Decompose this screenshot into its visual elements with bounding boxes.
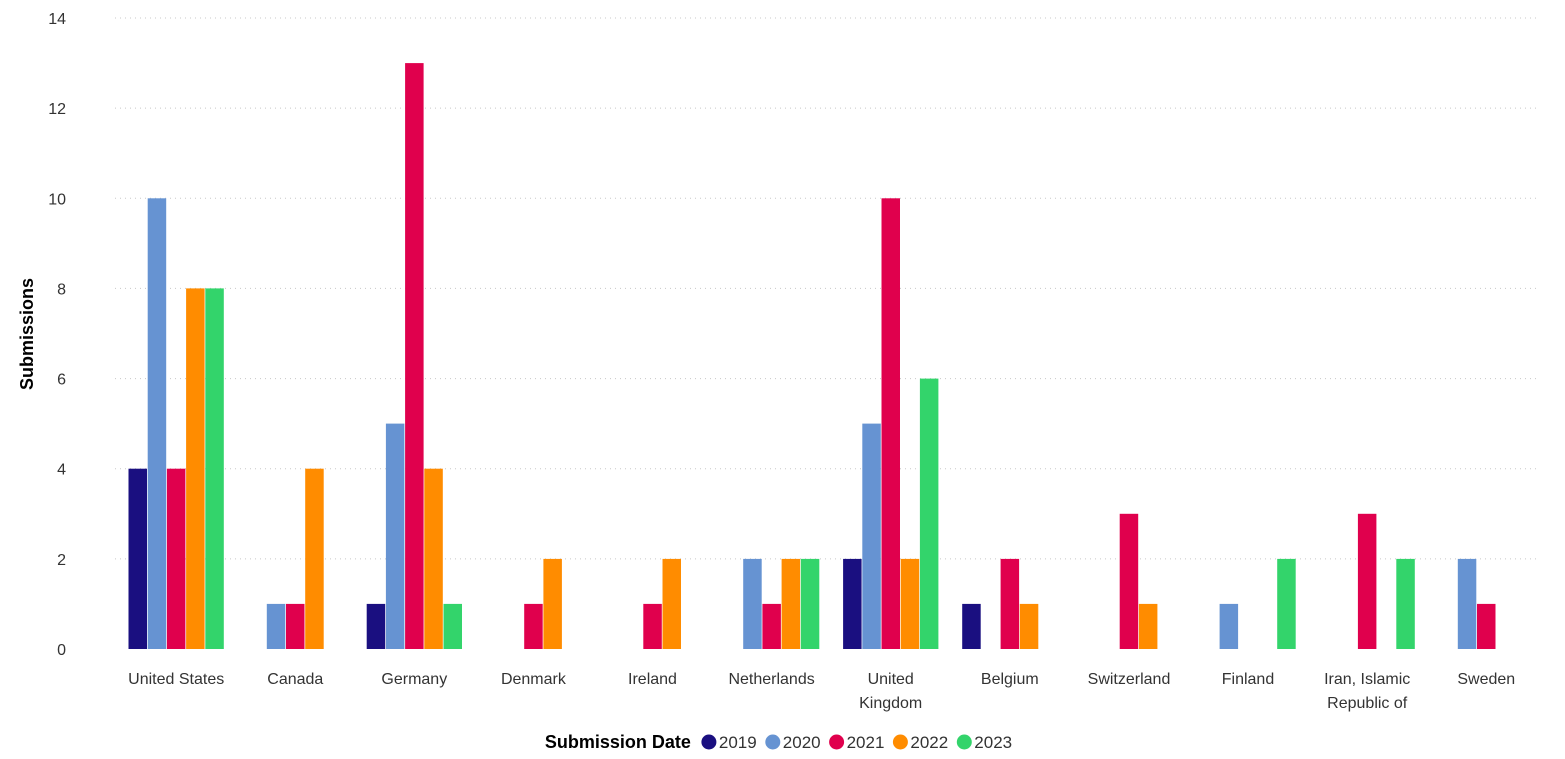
bar-2022[interactable] (424, 468, 443, 649)
x-category-label: United States (128, 671, 224, 688)
y-tick-label: 8 (57, 281, 66, 298)
x-category-label: Belgium (981, 671, 1039, 688)
legend-label-2023: 2023 (974, 733, 1012, 752)
bar-2021[interactable] (1477, 603, 1496, 649)
bar-2019[interactable] (128, 468, 148, 649)
bar-2021[interactable] (166, 468, 186, 649)
legend-label-2019: 2019 (719, 733, 757, 752)
bar-2022[interactable] (900, 558, 920, 649)
bar-2021[interactable] (643, 603, 662, 649)
bar-2023[interactable] (443, 603, 463, 649)
bar-2023[interactable] (205, 288, 224, 649)
bar-2021[interactable] (762, 603, 781, 649)
y-tick-label: 14 (48, 11, 66, 28)
y-axis-title: Submissions (17, 278, 37, 390)
x-category-label: Finland (1222, 671, 1274, 688)
y-tick-label: 2 (57, 552, 66, 569)
bar-2023[interactable] (1277, 558, 1296, 649)
bar-2023[interactable] (919, 378, 939, 649)
y-tick-label: 6 (57, 372, 66, 389)
x-axis-labels: United States Canada Germany Denmark Ireland… (128, 671, 1515, 712)
bars (128, 63, 1496, 650)
legend-swatch-2021[interactable] (829, 734, 845, 750)
x-category-label: Ireland (628, 671, 677, 688)
bar-2023[interactable] (1396, 558, 1415, 649)
bar-2021[interactable] (881, 198, 901, 650)
bar-2021[interactable] (1357, 513, 1377, 649)
legend-title: Submission Date (545, 732, 691, 752)
bar-2020[interactable] (743, 558, 762, 649)
bar-2020[interactable] (266, 603, 286, 649)
y-tick-label: 4 (57, 462, 66, 479)
y-axis-ticks: 0 2 4 6 8 10 12 14 (48, 11, 66, 659)
x-category-label: Switzerland (1088, 671, 1171, 688)
bar-2021[interactable] (405, 63, 424, 650)
x-category-label: Canada (267, 671, 323, 688)
y-tick-label: 12 (48, 101, 66, 118)
bar-2021[interactable] (524, 603, 543, 649)
bar-2021[interactable] (1119, 513, 1139, 649)
legend-label-2020: 2020 (783, 733, 821, 752)
bar-2022[interactable] (186, 288, 205, 649)
bar-2022[interactable] (305, 468, 324, 649)
x-category-label: United Kingdom (859, 671, 922, 712)
x-category-label: Iran, Islamic Republic of (1324, 671, 1410, 712)
bar-2022[interactable] (781, 558, 801, 649)
bar-2020[interactable] (862, 423, 881, 649)
legend-label-2022: 2022 (910, 733, 948, 752)
legend-swatch-2019[interactable] (701, 734, 717, 750)
bar-2022[interactable] (1019, 603, 1039, 649)
bar-2022[interactable] (1138, 603, 1158, 649)
bar-2019[interactable] (843, 558, 862, 649)
bar-2020[interactable] (1457, 558, 1477, 649)
bar-2023[interactable] (800, 558, 820, 649)
legend-swatch-2020[interactable] (765, 734, 781, 750)
legend: Submission Date 2019 2020 2021 2022 2023 (545, 732, 1012, 752)
bar-2021[interactable] (286, 603, 305, 649)
legend-swatch-2022[interactable] (892, 734, 908, 750)
x-category-label: Denmark (501, 671, 567, 688)
x-category-label: Germany (381, 671, 447, 688)
bar-2019[interactable] (366, 603, 386, 649)
bar-2020[interactable] (147, 198, 167, 650)
y-tick-label: 0 (57, 642, 66, 659)
bar-2020[interactable] (385, 423, 405, 649)
x-category-label: Netherlands (728, 671, 814, 688)
bar-2022[interactable] (662, 558, 682, 649)
bar-2020[interactable] (1219, 603, 1239, 649)
bar-2022[interactable] (543, 558, 562, 649)
bar-2019[interactable] (962, 603, 981, 649)
y-tick-label: 10 (48, 191, 66, 208)
gridlines (115, 17, 1540, 560)
bar-2021[interactable] (1000, 558, 1020, 649)
legend-label-2021: 2021 (847, 733, 885, 752)
x-category-label: Sweden (1457, 671, 1515, 688)
legend-swatch-2023[interactable] (956, 734, 972, 750)
